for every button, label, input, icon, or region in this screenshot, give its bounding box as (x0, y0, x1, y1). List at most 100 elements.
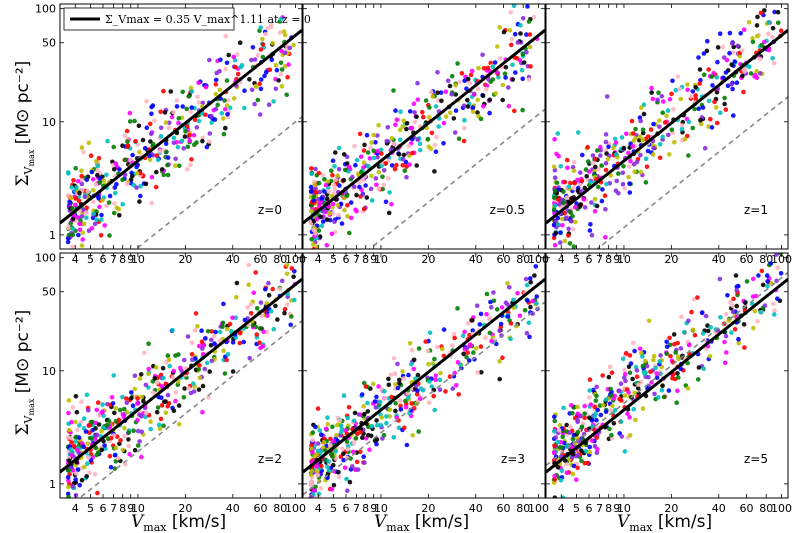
data-point (724, 350, 729, 355)
data-point (589, 232, 595, 238)
data-point (512, 31, 518, 37)
data-point (70, 206, 75, 211)
data-point (330, 424, 335, 430)
data-point (374, 182, 379, 188)
data-point (362, 460, 367, 465)
data-point (142, 145, 148, 151)
data-point (709, 125, 715, 130)
data-point (491, 290, 496, 295)
data-point (729, 330, 734, 335)
data-point (127, 119, 133, 124)
data-point (254, 332, 260, 337)
data-point (450, 343, 455, 348)
data-point (599, 198, 605, 204)
data-point (637, 134, 643, 139)
data-point (651, 353, 657, 359)
y-tick-label: 50 (42, 286, 56, 299)
data-point (308, 189, 314, 194)
data-point (619, 135, 625, 140)
data-point (765, 283, 770, 289)
data-point (614, 178, 619, 184)
data-point (207, 369, 212, 374)
data-point (718, 110, 723, 115)
data-point (406, 143, 412, 149)
data-point (95, 168, 100, 173)
data-point (592, 156, 598, 162)
data-point (309, 468, 315, 474)
data-point (685, 82, 690, 87)
data-point (668, 353, 673, 359)
data-point (202, 366, 208, 372)
data-point (257, 81, 263, 87)
data-point (200, 346, 205, 351)
data-point (568, 218, 574, 224)
data-point (181, 146, 186, 151)
data-point (331, 183, 337, 188)
data-point (571, 159, 577, 165)
data-point (334, 432, 339, 438)
data-point (552, 175, 558, 180)
data-point (741, 89, 746, 95)
data-point (511, 297, 516, 303)
data-point (528, 276, 533, 281)
data-point (695, 377, 701, 382)
data-point (104, 423, 110, 428)
data-point (526, 19, 532, 24)
data-point (470, 105, 476, 110)
data-point (200, 138, 205, 144)
data-point (693, 85, 698, 90)
data-point (345, 415, 351, 421)
data-point (579, 424, 585, 430)
x-tick-label: 20 (178, 502, 192, 515)
data-point (282, 306, 288, 312)
data-point (512, 108, 517, 114)
data-point (526, 77, 532, 82)
data-point (389, 136, 395, 141)
data-point (741, 322, 747, 327)
data-point (507, 27, 513, 33)
data-point (124, 181, 130, 186)
data-point (178, 365, 183, 371)
data-point (398, 398, 403, 403)
data-point (421, 114, 426, 120)
data-point (632, 390, 637, 396)
plot-area (546, 253, 788, 498)
data-point (252, 101, 257, 107)
data-point (386, 176, 391, 181)
data-point (375, 133, 380, 138)
data-point (366, 432, 371, 438)
data-point (220, 324, 225, 330)
data-point (677, 86, 683, 92)
data-point (673, 350, 678, 355)
data-point (723, 107, 729, 112)
y-tick-label: 10 (42, 116, 56, 129)
data-point (201, 342, 207, 348)
data-point (318, 485, 324, 491)
data-point (75, 448, 80, 453)
data-point (147, 121, 153, 127)
data-point (411, 357, 417, 363)
data-point (640, 137, 645, 142)
data-point (279, 67, 285, 72)
data-point (208, 343, 214, 348)
data-point (229, 329, 234, 334)
data-point (551, 222, 557, 228)
data-point (85, 441, 91, 447)
data-point (387, 190, 392, 195)
data-point (637, 346, 643, 352)
data-point (261, 329, 266, 335)
data-point (192, 328, 198, 333)
x-tick-label: 5 (573, 253, 580, 266)
data-point (204, 360, 210, 366)
data-point (409, 362, 414, 367)
data-point (690, 89, 696, 94)
data-point (184, 106, 189, 112)
data-point (432, 142, 438, 148)
data-point (685, 87, 690, 93)
data-point (598, 153, 603, 158)
data-point (249, 57, 254, 63)
data-point (396, 425, 402, 431)
data-point (611, 421, 617, 426)
x-tick-label: 6 (586, 253, 593, 266)
data-point (389, 163, 395, 168)
